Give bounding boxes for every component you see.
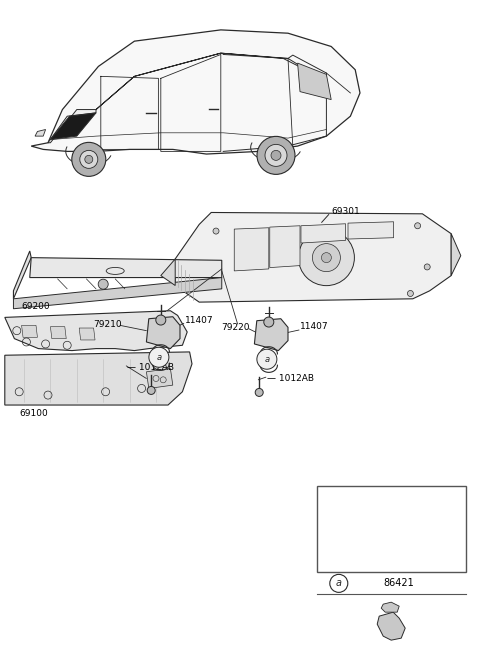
Polygon shape [298,63,331,100]
Text: 11407: 11407 [185,315,214,325]
Text: — 1012AB: — 1012AB [267,374,314,383]
Text: 79220: 79220 [221,323,249,332]
Polygon shape [377,612,405,640]
Circle shape [80,150,98,169]
Polygon shape [301,224,346,243]
Polygon shape [30,258,222,278]
Polygon shape [35,129,46,136]
Text: a: a [156,353,161,362]
Text: 11407: 11407 [300,322,329,331]
Text: a: a [264,355,269,364]
Polygon shape [50,327,66,339]
Polygon shape [146,369,173,388]
Circle shape [85,155,93,163]
Polygon shape [79,328,95,340]
Circle shape [98,279,108,290]
Polygon shape [146,317,180,349]
Text: 69200: 69200 [22,302,50,311]
Text: 69100: 69100 [19,408,48,418]
Text: — 1012AB: — 1012AB [127,363,174,372]
Circle shape [156,315,166,325]
Polygon shape [161,259,175,286]
Circle shape [257,136,295,175]
Text: 86421: 86421 [383,578,414,588]
Polygon shape [50,113,96,139]
Circle shape [322,252,331,263]
Polygon shape [48,110,96,143]
Text: 79210: 79210 [94,319,122,329]
Circle shape [271,150,281,161]
Polygon shape [22,325,37,337]
Circle shape [149,347,169,367]
Polygon shape [348,222,394,239]
Polygon shape [270,226,300,268]
Bar [317,486,466,572]
Polygon shape [254,319,288,351]
Polygon shape [381,602,399,612]
Circle shape [147,386,155,394]
Polygon shape [13,251,31,299]
Circle shape [257,349,277,369]
Circle shape [424,264,430,270]
Text: a: a [336,578,342,588]
Polygon shape [13,278,222,309]
Polygon shape [31,30,360,154]
Polygon shape [175,212,451,302]
Circle shape [213,228,219,234]
Circle shape [415,222,420,229]
Circle shape [312,244,340,272]
Circle shape [299,230,354,286]
Polygon shape [234,228,269,271]
Circle shape [330,574,348,592]
Circle shape [264,317,274,327]
Text: 69301: 69301 [331,207,360,216]
Polygon shape [451,234,461,276]
Circle shape [255,388,263,396]
Polygon shape [5,311,187,351]
Circle shape [72,142,106,177]
Circle shape [408,290,413,297]
Polygon shape [5,352,192,405]
Circle shape [265,144,287,167]
